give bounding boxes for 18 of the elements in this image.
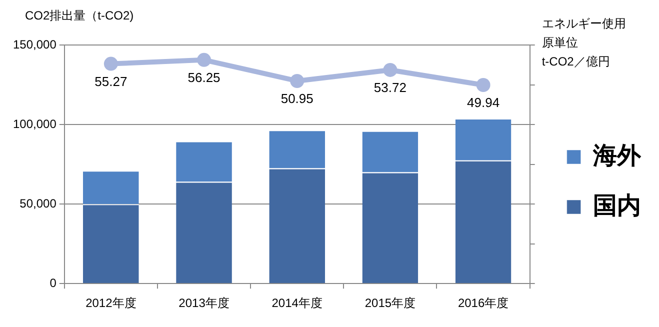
y-axis-title: CO2排出量（t-CO2)	[25, 8, 134, 22]
legend-label: 海外	[592, 142, 642, 170]
data-label: 49.94	[467, 95, 500, 110]
data-label: 55.27	[94, 74, 128, 89]
y-tick-label: 50,000	[20, 196, 57, 210]
y-tick-label: 150,000	[12, 37, 57, 52]
y-tick-label: 0	[50, 276, 57, 290]
data-label: 50.95	[280, 91, 314, 106]
x-tick-label: 2013年度	[178, 296, 230, 310]
x-tick-label: 2012年度	[86, 296, 136, 310]
x-tick-label: 2014年度	[272, 296, 322, 310]
y2-axis-title: エネルギー使用原単位t-CO2／億円	[542, 16, 626, 68]
legend-label: 国内	[592, 192, 641, 220]
x-tick-label: 2015年度	[364, 296, 416, 310]
y-tick-label: 100,000	[12, 116, 57, 131]
data-label: 53.72	[374, 80, 406, 96]
data-label: 56.25	[188, 70, 220, 85]
x-tick-label: 2016年度	[458, 296, 509, 310]
